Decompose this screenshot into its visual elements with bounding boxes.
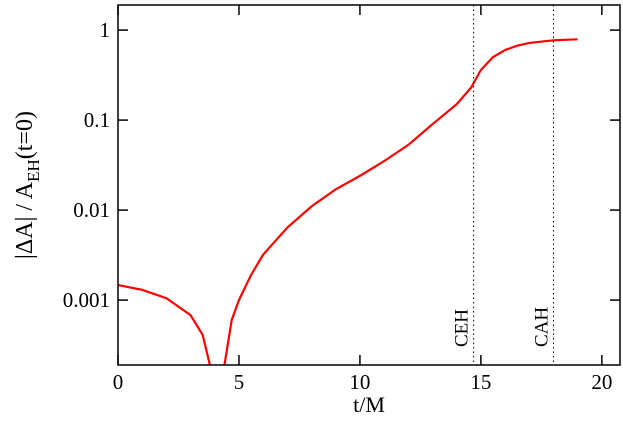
plot-area <box>118 38 578 365</box>
data-line <box>118 38 578 365</box>
annotation: CEH <box>452 309 473 347</box>
axes-frame <box>117 4 621 366</box>
y-axis-label: |ΔA| / AEH(t=0) <box>12 111 43 259</box>
y-tick-label: 0.01 <box>73 198 110 222</box>
x-tick-label: 5 <box>234 370 245 394</box>
annotation: CAH <box>531 307 552 347</box>
y-tick-label: 0.001 <box>63 288 110 312</box>
y-tick-label: 1 <box>100 18 111 42</box>
x-tick-label: 20 <box>591 370 612 394</box>
y-tick-label: 0.1 <box>84 108 110 132</box>
x-tick-label: 10 <box>349 370 370 394</box>
x-tick-label: 15 <box>470 370 491 394</box>
y-label-main: |ΔA| / A <box>12 181 38 259</box>
x-tick-label: 0 <box>113 370 124 394</box>
y-label-sub: EH <box>24 159 43 182</box>
y-label-suffix: (t=0) <box>12 111 38 159</box>
x-axis-label: t/M <box>353 392 385 417</box>
